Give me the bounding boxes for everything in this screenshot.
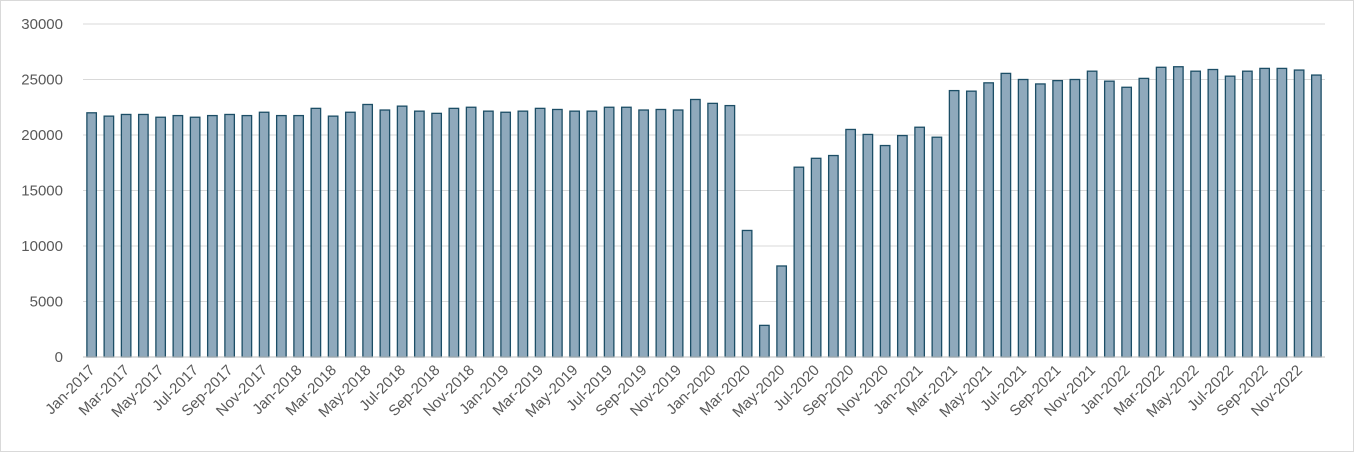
bar (310, 107, 322, 358)
bar (689, 98, 701, 358)
bar (672, 109, 684, 358)
bar (344, 111, 356, 358)
bar (1034, 83, 1046, 358)
bar (1310, 74, 1322, 358)
bar (1017, 78, 1029, 358)
bar (845, 128, 857, 358)
bar (362, 103, 374, 358)
bar (758, 324, 770, 358)
bar (1000, 72, 1012, 358)
bar (517, 110, 529, 358)
bar (724, 104, 736, 358)
bar (413, 110, 425, 358)
bar (448, 107, 460, 358)
bar (482, 110, 494, 358)
bars (86, 66, 1322, 358)
bar (620, 106, 632, 358)
bar (137, 113, 149, 358)
bar (155, 116, 167, 358)
bar (1224, 75, 1236, 358)
bar (120, 113, 132, 358)
bar (1293, 69, 1305, 358)
bar (500, 111, 512, 358)
bar (465, 106, 477, 358)
bar (1086, 70, 1098, 358)
bar (810, 157, 822, 358)
bar (86, 112, 98, 358)
bar (655, 108, 667, 358)
x-tick-labels: Jan-2017Mar-2017May-2017Jul-2017Sep-2017… (42, 362, 1306, 421)
bar (603, 106, 615, 358)
bar (293, 114, 305, 358)
y-tick-label: 20000 (21, 127, 63, 144)
y-tick-label: 0 (55, 349, 63, 366)
bar (879, 144, 891, 358)
bar (793, 166, 805, 358)
y-tick-labels: 0 5000 10000 15000 20000 25000 30000 (21, 16, 63, 366)
bar (983, 82, 995, 358)
bar (776, 265, 788, 358)
bar (638, 109, 650, 358)
bar (396, 105, 408, 358)
bar (189, 116, 201, 358)
bar (914, 126, 926, 358)
bar (707, 102, 719, 358)
bar (1103, 80, 1115, 358)
y-tick-label: 10000 (21, 238, 63, 255)
bar (827, 154, 839, 358)
bar (206, 114, 218, 358)
bar (172, 114, 184, 358)
y-tick-label: 15000 (21, 183, 63, 200)
bar (1241, 70, 1253, 358)
bar (1052, 79, 1064, 358)
bar (1259, 67, 1271, 358)
bar (103, 115, 115, 358)
bar (1155, 66, 1167, 358)
bar (862, 133, 874, 358)
bar (1138, 77, 1150, 358)
bar (551, 108, 563, 358)
bar (965, 90, 977, 358)
bar (948, 89, 960, 358)
bar (1069, 78, 1081, 358)
bar (327, 115, 339, 358)
bar (534, 107, 546, 358)
bar (241, 114, 253, 358)
bar (586, 110, 598, 358)
bar (931, 136, 943, 358)
bar (431, 112, 443, 358)
bar (1172, 66, 1184, 358)
y-tick-label: 5000 (30, 294, 63, 311)
bar (1121, 86, 1133, 358)
y-tick-label: 30000 (21, 16, 63, 33)
bar (569, 110, 581, 358)
bar (379, 109, 391, 358)
bar (1190, 70, 1202, 358)
bar (896, 134, 908, 358)
bar (224, 113, 236, 358)
bar (1276, 67, 1288, 358)
bar (741, 229, 753, 358)
gridlines (83, 23, 1325, 302)
y-tick-label: 25000 (21, 72, 63, 89)
bar (1207, 68, 1219, 358)
bar (258, 111, 270, 358)
bar (275, 114, 287, 358)
